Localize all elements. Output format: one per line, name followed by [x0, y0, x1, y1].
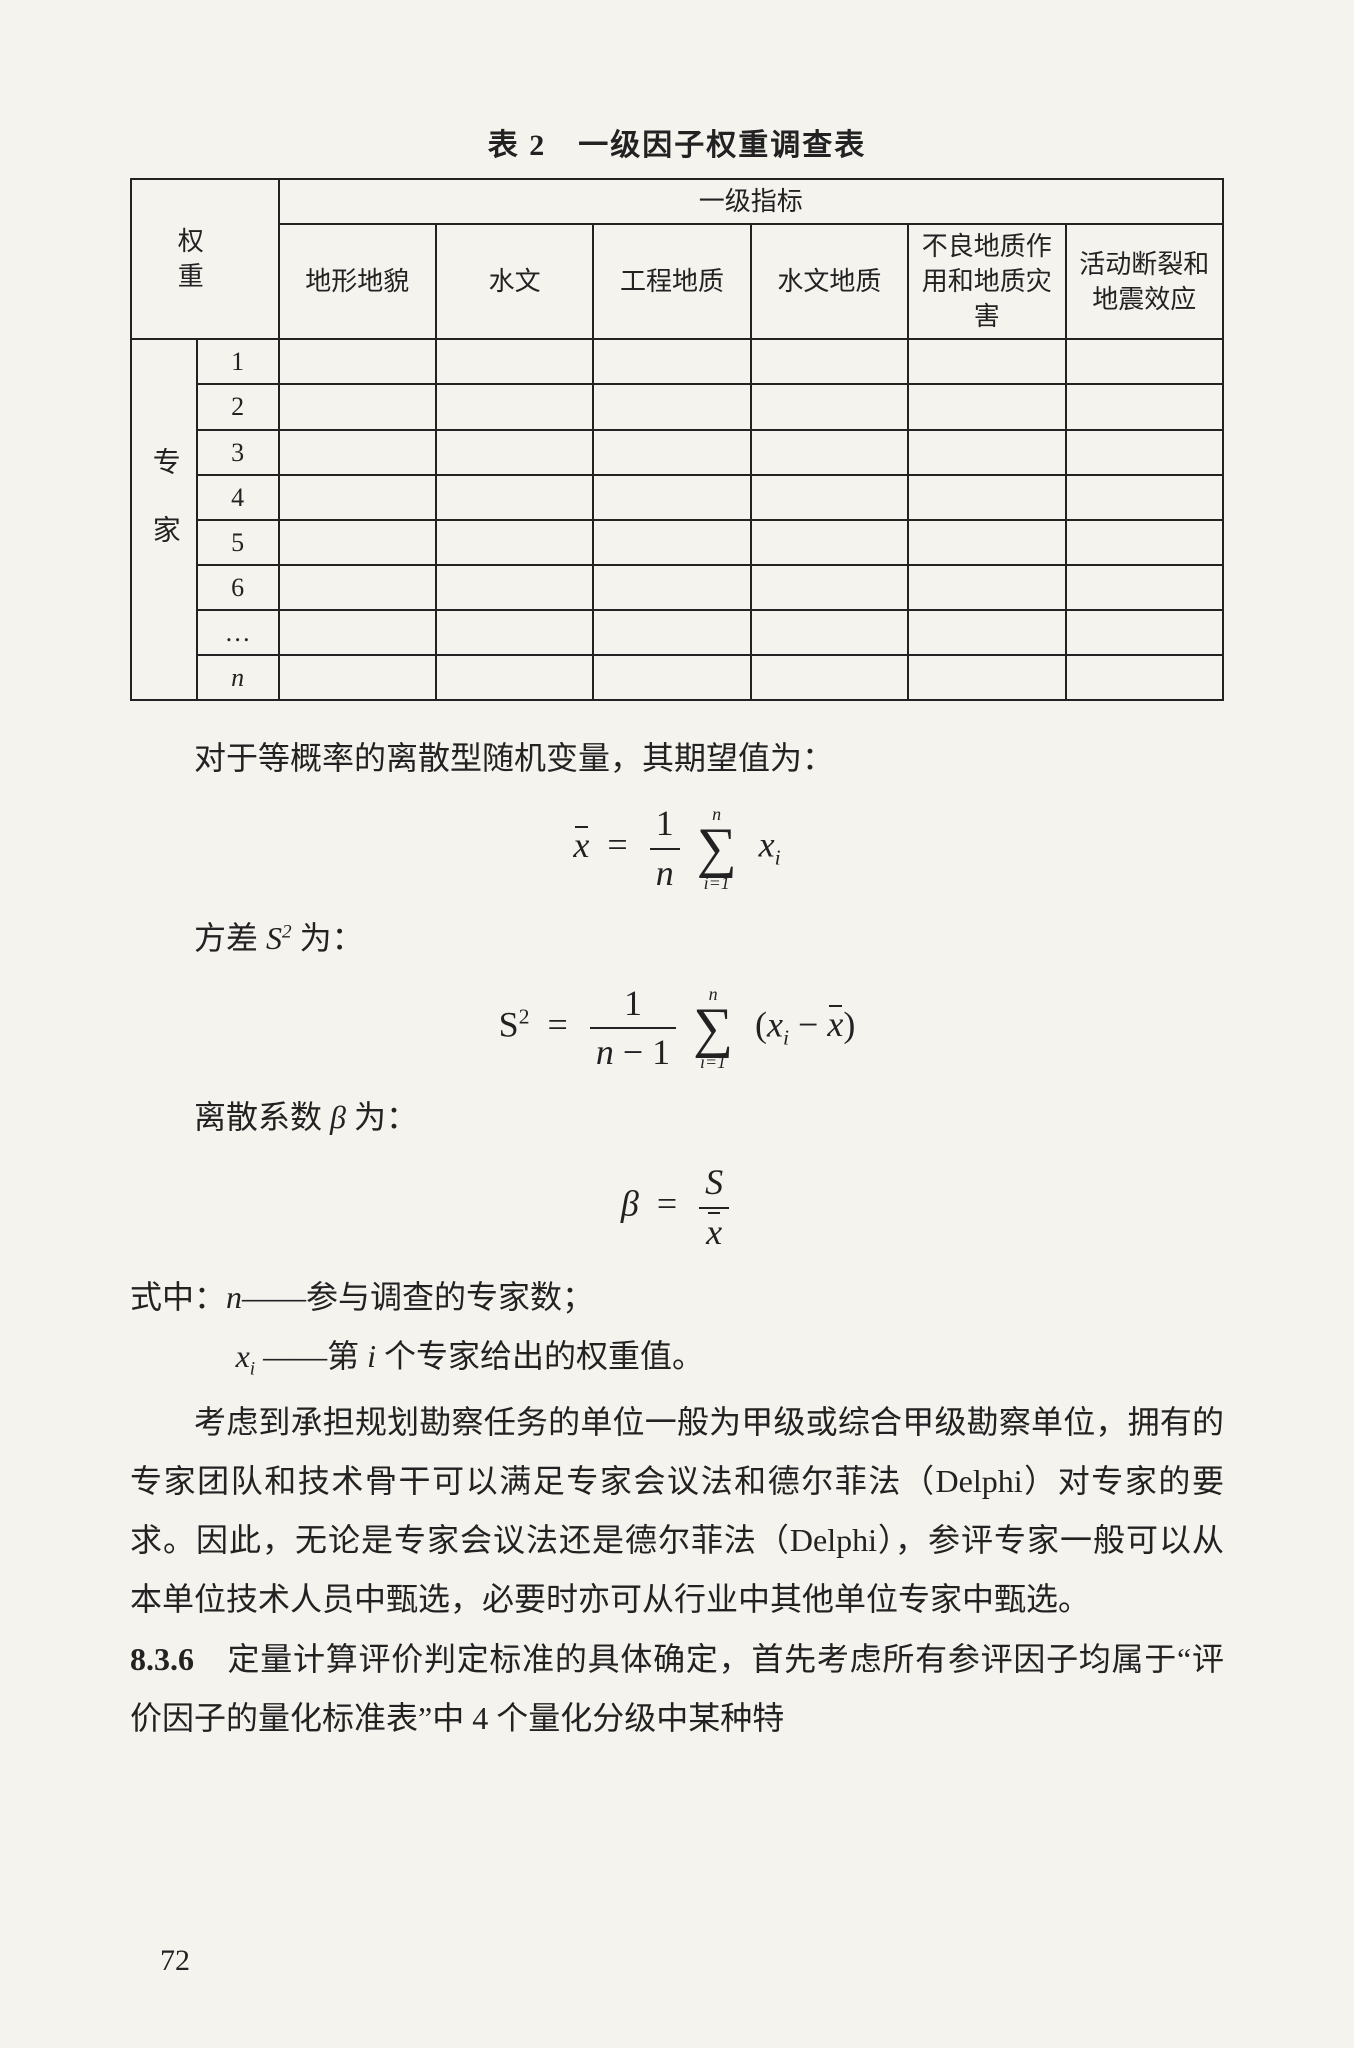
row-label: …: [197, 610, 279, 655]
xbar: x: [573, 824, 589, 867]
body-text: 离散系数 β 为：: [130, 1088, 1224, 1147]
para-dispersion: 离散系数 β 为：: [130, 1088, 1224, 1147]
sigma: n ∑ i=1: [697, 805, 737, 891]
col-header: 水文地质: [751, 224, 908, 339]
data-cell: [751, 339, 908, 384]
para-section: 8.3.6 定量计算评价判定标准的具体确定，首先考虑所有参评因子均属于“评价因子…: [130, 1630, 1224, 1748]
col-header: 活动断裂和地震效应: [1066, 224, 1224, 339]
formula-beta: β = S x: [130, 1161, 1224, 1253]
fraction: 1 n: [650, 802, 680, 894]
formula-variance: S2 = 1 n − 1 n ∑ i=1 (xi − x): [130, 982, 1224, 1074]
section-number: 8.3.6: [130, 1641, 194, 1677]
table-caption: 表 2 一级因子权重调查表: [130, 120, 1224, 164]
survey-table: 权 重 一级指标 地形地貌 水文 工程地质 水文地质 不良地质作用和地质灾害 活…: [130, 178, 1224, 701]
xbar: x: [706, 1211, 722, 1254]
data-cell: [908, 339, 1065, 384]
row-label: 5: [197, 520, 279, 565]
para-expectation: 对于等概率的离散型随机变量，其期望值为：: [130, 729, 1224, 788]
col-header: 工程地质: [593, 224, 750, 339]
body-text: 对于等概率的离散型随机变量，其期望值为：: [130, 729, 1224, 788]
where-xi: xi ——第 i 个专家给出的权重值。: [130, 1327, 1224, 1387]
col-header: 不良地质作用和地质灾害: [908, 224, 1065, 339]
body-text: 考虑到承担规划勘察任务的单位一般为甲级或综合甲级勘察单位，拥有的专家团队和技术骨…: [130, 1393, 1224, 1748]
data-cell: [279, 339, 436, 384]
data-cell: [1066, 339, 1224, 384]
where-n: 式中：n——参与调查的专家数；: [130, 1268, 1224, 1327]
row-label: 1: [197, 339, 279, 384]
para-variance: 方差 S2 为：: [130, 909, 1224, 968]
side-group-label: 专家: [145, 447, 183, 583]
page: 表 2 一级因子权重调查表 权 重 一级指标 地形地貌 水文 工程地质 水文地质…: [0, 0, 1354, 2048]
fraction: S x: [699, 1161, 729, 1253]
data-cell: [436, 339, 593, 384]
sigma: n ∑ i=1: [693, 985, 733, 1071]
fraction: 1 n − 1: [590, 982, 676, 1074]
col-header: 水文: [436, 224, 593, 339]
page-number: 72: [160, 1944, 190, 1978]
side-group-cell: 专家: [131, 339, 197, 700]
body-text: 方差 S2 为：: [130, 909, 1224, 968]
data-cell: [593, 339, 750, 384]
top-group-header: 一级指标: [279, 179, 1223, 224]
row-label: 4: [197, 475, 279, 520]
row-label: 3: [197, 430, 279, 475]
where-block: 式中：n——参与调查的专家数； xi ——第 i 个专家给出的权重值。: [130, 1268, 1224, 1387]
row-label: 2: [197, 384, 279, 429]
para-delphi: 考虑到承担规划勘察任务的单位一般为甲级或综合甲级勘察单位，拥有的专家团队和技术骨…: [130, 1393, 1224, 1630]
col-header: 地形地貌: [279, 224, 436, 339]
corner-cell: 权 重: [131, 179, 279, 339]
formula-mean: x = 1 n n ∑ i=1 xi: [130, 802, 1224, 894]
corner-label: 权 重: [178, 227, 286, 291]
xbar: x: [827, 1003, 843, 1046]
row-label: n: [197, 655, 279, 700]
row-label: 6: [197, 565, 279, 610]
